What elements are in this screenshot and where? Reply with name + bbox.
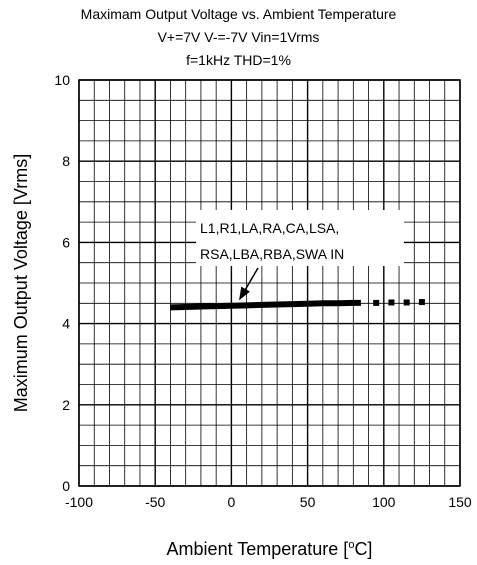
x-tick-label: 150 (448, 494, 472, 510)
annotation-line-2: RSA,LBA,RBA,SWA IN (200, 246, 344, 262)
y-tick-label: 4 (62, 316, 70, 332)
series-point (388, 299, 395, 306)
series-line (170, 299, 361, 311)
chart-title: Maximam Output Voltage vs. Ambient Tempe… (80, 6, 397, 22)
series-point (418, 299, 425, 306)
x-axis-ticks: -100 -50 0 50 100 150 (65, 494, 472, 510)
x-axis-label: Ambient Temperature [oC] (167, 539, 373, 559)
y-tick-label: 8 (62, 153, 70, 169)
chart-subtitle-line-2: f=1kHz THD=1% (186, 52, 291, 68)
x-tick-label: 100 (372, 494, 396, 510)
x-axis-label-text: Ambient Temperature [ (167, 539, 349, 559)
y-tick-label: 0 (62, 478, 70, 494)
minor-grid (79, 80, 460, 486)
x-tick-label: 50 (300, 494, 316, 510)
chart-subtitle-line-1: V+=7V V-=-7V Vin=1Vrms (157, 29, 320, 45)
annotation-box (196, 210, 404, 266)
x-tick-label: 0 (228, 494, 236, 510)
series-layer (170, 299, 425, 311)
annotation: L1,R1,LA,RA,CA,LSA, RSA,LBA,RBA,SWA IN (196, 210, 404, 301)
plot-frame (78, 79, 461, 487)
y-tick-label: 6 (62, 234, 70, 250)
x-tick-label: -100 (65, 494, 93, 510)
y-axis-label: Maximum Output Voltage [Vrms] (11, 154, 31, 412)
y-tick-label: 2 (62, 397, 70, 413)
annotation-arrowhead (239, 286, 250, 301)
series-point (373, 299, 380, 306)
x-tick-label: -50 (145, 494, 165, 510)
annotation-line-1: L1,R1,LA,RA,CA,LSA, (200, 220, 339, 236)
x-axis-label-unit: C] (354, 539, 372, 559)
x-axis-label-degree: o (348, 539, 354, 551)
series-point (403, 299, 410, 306)
annotation-arrow-line (244, 267, 259, 290)
y-tick-label: 10 (54, 72, 70, 88)
y-axis-ticks: 0 2 4 6 8 10 (54, 72, 70, 494)
